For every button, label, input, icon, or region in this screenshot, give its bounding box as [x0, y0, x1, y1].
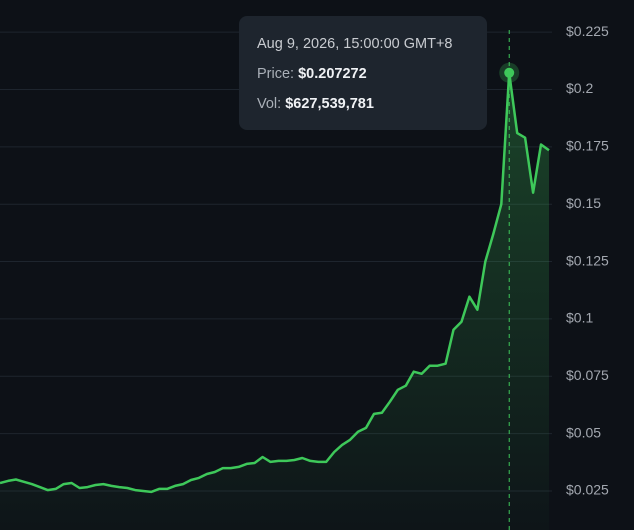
tooltip-date: Aug 9, 2026, 15:00:00 GMT+8 [257, 36, 453, 52]
price-line [0, 71, 550, 494]
price-label: Price: [257, 66, 295, 82]
y-tick-label: $0.1 [566, 310, 593, 326]
price-value: $0.207272 [298, 66, 367, 82]
y-tick-label: $0.025 [566, 482, 609, 498]
y-tick-label: $0.2 [566, 80, 593, 96]
y-tick-label: $0.075 [566, 367, 609, 383]
y-tick-label: $0.125 [566, 252, 609, 268]
y-tick-label: $0.175 [566, 138, 609, 154]
vol-label: Vol: [257, 96, 282, 112]
area [0, 72, 549, 530]
tooltip: Aug 9, 2026, 15:00:00 GMT+8 Price: $0.20… [239, 16, 487, 130]
hover-dot [504, 67, 515, 78]
y-tick-label: $0.15 [566, 195, 601, 211]
y-tick-label: $0.05 [566, 424, 601, 440]
y-tick-label: $0.225 [566, 23, 609, 39]
vol-value: $627,539,781 [285, 96, 374, 112]
